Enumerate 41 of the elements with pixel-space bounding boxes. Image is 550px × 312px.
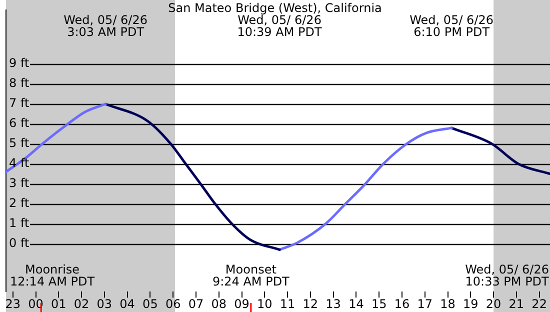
x-tick-label: 16: [394, 296, 410, 311]
y-tick-label: 0 ft: [9, 236, 30, 250]
y-tick-label: 6 ft: [9, 116, 30, 130]
annotation: Wed, 05/ 6/26 6:10 PM PDT: [410, 13, 494, 39]
x-tick-label: 22: [532, 296, 547, 311]
x-tick-label: 00: [28, 296, 44, 311]
x-tick-label: 13: [326, 296, 341, 311]
y-tick-label: 3 ft: [9, 176, 30, 190]
x-tick-label: 20: [486, 296, 502, 311]
annotation: Wed, 05/ 6/26 3:03 AM PDT: [64, 13, 148, 39]
y-tick-label: 8 ft: [9, 76, 30, 90]
x-tick-label: 07: [188, 296, 204, 311]
x-tick-label: 10: [257, 296, 272, 311]
annotation: Wed, 05/ 6/26 10:33 PM PDT: [465, 262, 550, 289]
x-tick-label: 05: [142, 296, 158, 311]
annotation: Wed, 05/ 6/26 10:39 AM PDT: [237, 13, 322, 39]
x-tick-label: 17: [417, 296, 433, 311]
x-tick-label: 14: [348, 296, 364, 311]
y-tick-label: 1 ft: [9, 216, 30, 230]
x-tick-label: 11: [280, 296, 296, 311]
x-tick-label: 15: [371, 296, 387, 311]
y-tick-label: 5 ft: [9, 136, 30, 150]
x-tick-label: 21: [508, 296, 524, 311]
y-tick-label: 7 ft: [9, 96, 30, 110]
y-tick-label: 2 ft: [9, 196, 30, 210]
x-tick-label: 09: [234, 296, 250, 311]
x-tick-label: 01: [51, 296, 66, 311]
chart-title: San Mateo Bridge (West), California: [168, 1, 382, 15]
x-tick-label: 03: [96, 296, 112, 311]
x-tick-label: 12: [302, 296, 318, 311]
y-tick-label: 4 ft: [9, 156, 30, 170]
ref-line-label: Moonset 9:24 AM PDT: [212, 262, 290, 289]
x-tick-label: 02: [74, 296, 90, 311]
ref-line-label: Moonrise 12:14 AM PDT: [10, 262, 96, 289]
x-tick-label: 18: [440, 296, 456, 311]
x-tick-label: 04: [120, 296, 135, 311]
x-tick-label: 06: [165, 296, 181, 311]
x-tick-label: 08: [211, 296, 227, 311]
x-tick-label: 19: [463, 296, 478, 311]
y-tick-label: 9 ft: [9, 56, 30, 70]
x-tick-label: 23: [5, 296, 21, 311]
